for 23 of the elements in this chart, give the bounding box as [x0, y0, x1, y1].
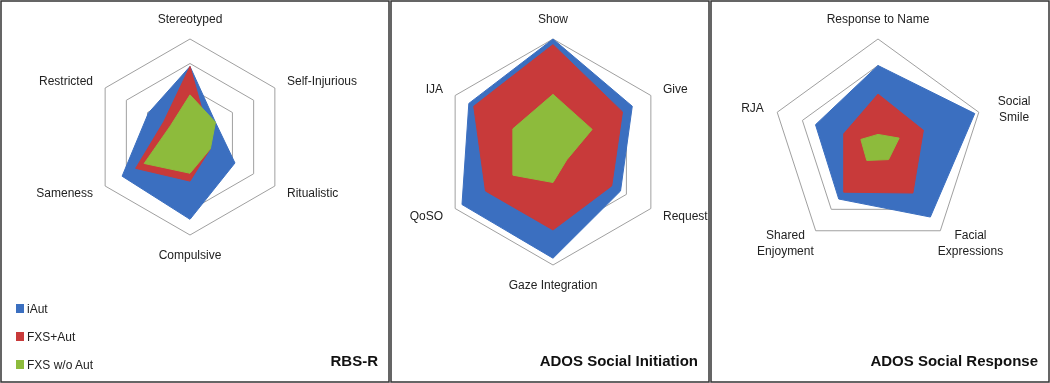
spoke-label: Sameness	[36, 186, 94, 200]
spoke-label: Gaze Integration	[508, 278, 598, 292]
spoke-label: RJA	[741, 100, 764, 115]
spoke-label: Show	[537, 12, 569, 26]
spoke-label: Shared Enjoyment	[757, 228, 815, 259]
text: ADOS Social Initiation	[539, 352, 698, 369]
spoke-label: Give	[662, 81, 688, 96]
spoke-label: Self-Injurious	[286, 74, 358, 88]
legend-label: FXS w/o Aut	[27, 358, 94, 372]
text: ADOS Social Response	[870, 352, 1038, 369]
spoke-label: IJA	[425, 81, 444, 96]
spoke-label: Facial Expressions	[937, 228, 1004, 259]
spoke-label: QoSO	[409, 208, 444, 223]
spoke-label: Restricted	[38, 74, 94, 88]
spoke-label: Stereotyped	[157, 12, 223, 26]
legend-label: FXS+Aut	[27, 330, 77, 344]
spoke-label: Compulsive	[158, 248, 222, 262]
spoke-label: Request	[662, 208, 709, 223]
spoke-label: Social Smile	[997, 93, 1031, 124]
text: RBS-R	[330, 352, 379, 369]
spoke-label: Response to Name	[826, 12, 930, 26]
spoke-label: Ritualistic	[286, 186, 339, 200]
legend-label: iAut	[27, 302, 49, 316]
